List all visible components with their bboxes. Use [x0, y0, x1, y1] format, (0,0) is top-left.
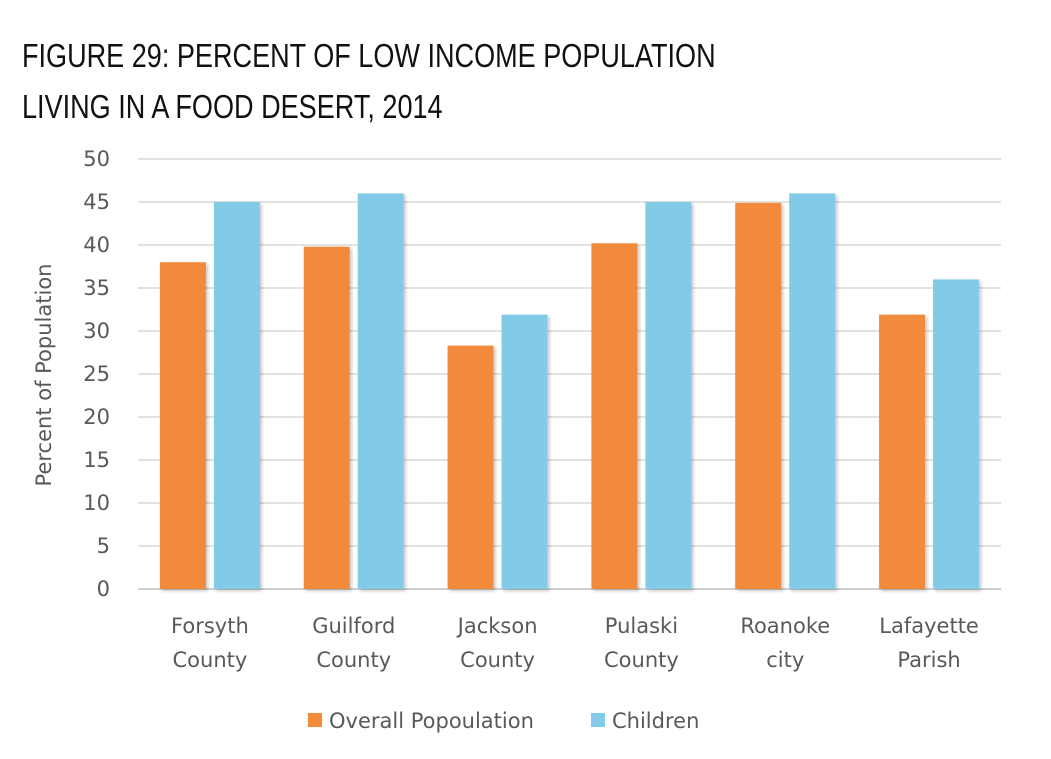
figure-title: FIGURE 29: PERCENT OF LOW INCOME POPULAT… — [22, 30, 842, 132]
bar — [591, 243, 638, 589]
x-tick-label: Forsyth — [171, 614, 249, 638]
figure-title-line-1: FIGURE 29: PERCENT OF LOW INCOME POPULAT… — [22, 37, 716, 74]
gridlines — [138, 158, 1001, 590]
x-tick-label: city — [766, 648, 804, 672]
x-tick-label: Roanoke — [740, 614, 830, 638]
bar — [159, 262, 206, 589]
legend-label: Children — [612, 709, 699, 733]
y-tick-label: 45 — [83, 190, 110, 214]
y-tick-label: 40 — [83, 233, 110, 257]
y-tick-label: 20 — [83, 405, 110, 429]
bar — [213, 202, 260, 589]
legend: Overall Popoulation Children — [308, 709, 699, 733]
y-axis-title: Percent of Population — [32, 264, 56, 487]
bar — [645, 202, 692, 589]
bar — [933, 279, 980, 589]
y-tick-label: 10 — [83, 491, 110, 515]
bar — [789, 193, 836, 589]
bar — [735, 202, 782, 590]
y-tick-label: 35 — [83, 276, 110, 300]
x-tick-label: Parish — [897, 648, 960, 672]
bar — [501, 314, 548, 589]
figure-title-line-2: LIVING IN A FOOD DESERT, 2014 — [22, 88, 443, 125]
y-tick-label: 50 — [83, 147, 110, 171]
legend-label: Overall Popoulation — [329, 709, 534, 733]
y-tick-label: 0 — [97, 577, 110, 601]
legend-swatch — [308, 713, 322, 727]
y-tick-label: 25 — [83, 362, 110, 386]
bar — [879, 314, 926, 589]
bars — [159, 193, 980, 590]
legend-swatch — [591, 713, 605, 727]
x-tick-label: County — [460, 648, 535, 672]
y-tick-label: 15 — [83, 448, 110, 472]
y-tick-label: 5 — [97, 534, 110, 558]
bar — [303, 246, 350, 589]
y-axis-ticks: 0 5 10 15 20 25 30 35 40 45 50 — [83, 147, 110, 601]
bar — [357, 193, 404, 589]
y-tick-label: 30 — [83, 319, 110, 343]
x-tick-label: County — [604, 648, 679, 672]
x-tick-label: Lafayette — [879, 614, 979, 638]
bar — [447, 345, 494, 589]
x-tick-label: County — [173, 648, 248, 672]
x-tick-label: Jackson — [456, 614, 538, 638]
x-tick-label: County — [316, 648, 391, 672]
x-axis-labels: Forsyth County Guilford County Jackson County… — [171, 614, 979, 672]
x-tick-label: Guilford — [312, 614, 395, 638]
x-tick-label: Pulaski — [605, 614, 678, 638]
